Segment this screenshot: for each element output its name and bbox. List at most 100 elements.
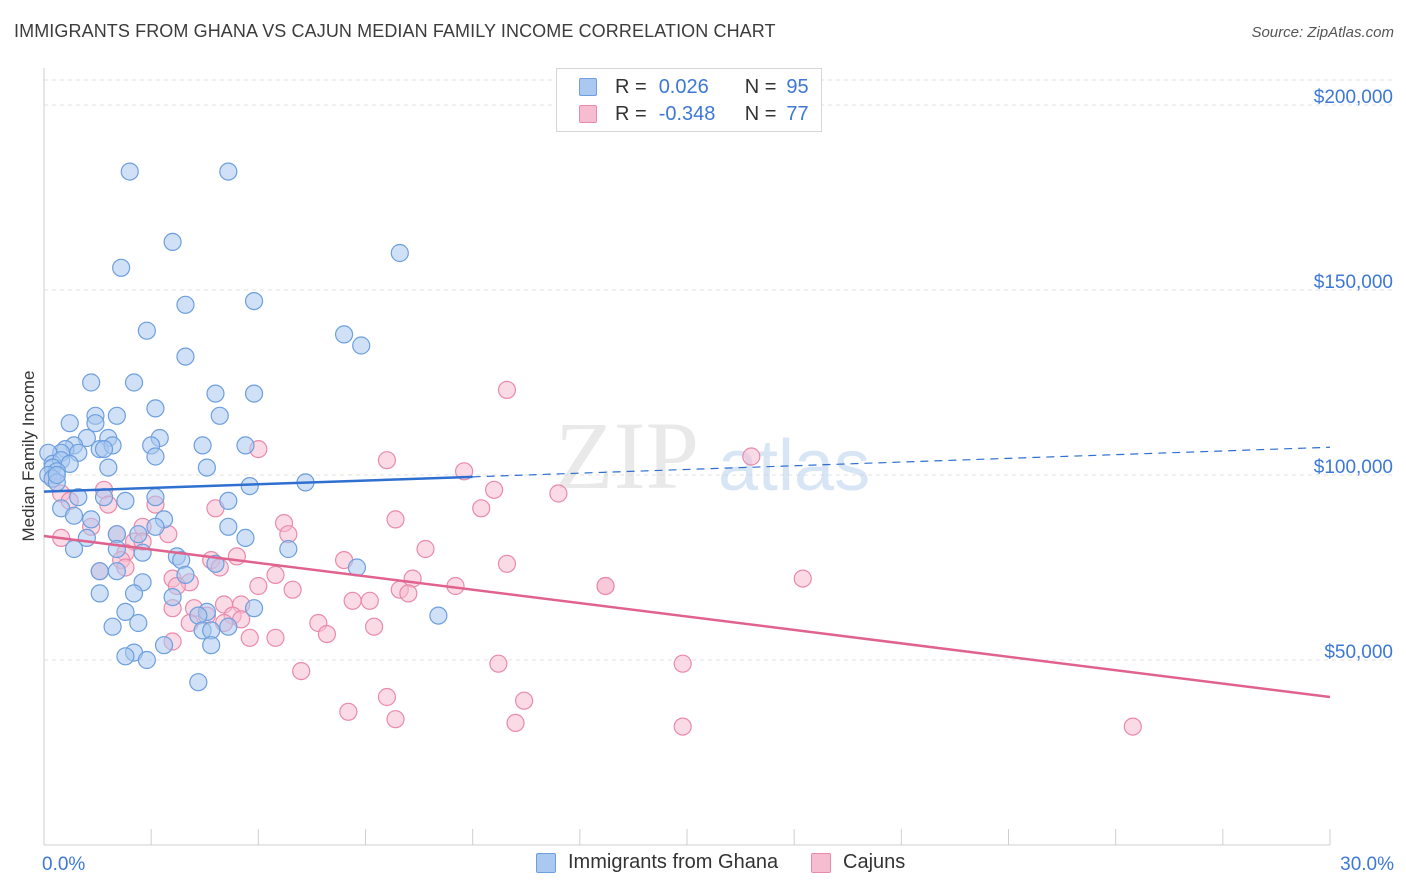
ghana-point — [193, 436, 212, 455]
chart-source: Source: ZipAtlas.com — [1251, 24, 1394, 41]
cajun-point — [485, 480, 504, 499]
legend-r-label-cajun: R = — [615, 102, 647, 125]
chart-title: IMMIGRANTS FROM GHANA VS CAJUN MEDIAN FA… — [14, 21, 776, 41]
cajun-point — [793, 569, 812, 588]
ghana-point — [94, 440, 114, 459]
cajun-point — [386, 710, 405, 729]
bottom-legend-label-cajun: Cajuns — [843, 851, 906, 873]
ghana-point — [112, 258, 131, 277]
ghana-point — [103, 617, 122, 636]
cajun-point — [343, 591, 362, 610]
ghana-point — [219, 491, 238, 510]
cajun-point — [377, 687, 397, 707]
ghana-point — [219, 162, 238, 181]
cajun-point — [399, 584, 418, 603]
ghana-point — [129, 525, 148, 544]
cajun-point — [377, 451, 397, 470]
ghana-point — [69, 488, 88, 507]
ghana-point — [146, 517, 165, 536]
ghana-point — [107, 539, 126, 559]
cajun-point — [454, 462, 474, 481]
x-tick-marks — [43, 829, 1331, 845]
cajun-point — [266, 628, 285, 647]
ghana-point — [244, 384, 264, 403]
ghana-point — [429, 606, 448, 625]
ghana-point — [334, 325, 354, 344]
ghana-point — [154, 636, 174, 655]
y-tick-label: $100,000 — [1314, 457, 1393, 478]
ghana-point — [47, 465, 66, 485]
cajun-point — [283, 580, 302, 599]
cajun-point — [292, 661, 311, 681]
cajun-point — [364, 617, 384, 636]
ghana-point — [240, 477, 259, 496]
ghana-point — [94, 488, 114, 507]
ghana-point — [206, 554, 225, 573]
ghana-point — [163, 587, 182, 607]
y-tick-label: $150,000 — [1314, 272, 1393, 293]
ghana-point — [236, 528, 255, 548]
legend-n-label-ghana: N = — [744, 75, 777, 98]
ghana-point — [64, 506, 84, 525]
ghana-point — [82, 510, 101, 529]
ghana-point — [146, 399, 165, 418]
legend-r-value-cajun: -0.348 — [658, 102, 716, 125]
bottom-legend-ghana: Immigrants from Ghana — [536, 851, 778, 874]
ghana-point — [163, 232, 182, 251]
cajun-point — [497, 380, 517, 399]
cajun-trend-line — [43, 534, 1331, 699]
ghana-point — [176, 295, 195, 314]
grid-lines — [44, 79, 1395, 661]
ghana-point — [210, 406, 229, 425]
cajun-point — [549, 484, 568, 503]
legend-n-label-cajun: N = — [744, 102, 777, 125]
ghana-point — [352, 336, 371, 355]
cajun-point — [416, 539, 435, 559]
x-tick-label-min: 0.0% — [42, 854, 85, 875]
cajun-point — [266, 565, 285, 585]
watermark-atlas: atlas — [718, 426, 870, 506]
ghana-point — [107, 562, 126, 581]
ghana-point — [64, 539, 84, 559]
cajun-point — [497, 554, 517, 573]
ghana-point — [90, 562, 109, 581]
legend-n-value-ghana: 95 — [786, 75, 809, 98]
ghana-point — [202, 636, 221, 655]
ghana-points — [39, 162, 448, 692]
legend-row-cajun: R = -0.348 N = 77 — [579, 103, 809, 125]
ghana-point — [129, 613, 148, 633]
cajun-point — [506, 713, 525, 733]
cajun-point — [317, 624, 337, 644]
x-tick-label-max: 30.0% — [1340, 854, 1394, 875]
ghana-point — [219, 517, 238, 536]
ghana-point — [86, 414, 105, 433]
ghana-point — [116, 602, 135, 622]
ghana-point — [116, 491, 135, 510]
cajun-point — [596, 576, 615, 596]
cajun-point — [673, 654, 692, 673]
ghana-point — [137, 650, 156, 670]
watermark: ZIP atlas — [555, 402, 870, 509]
bottom-legend-label-ghana: Immigrants from Ghana — [568, 851, 779, 873]
legend-swatch-ghana — [579, 78, 597, 96]
legend-n-value-cajun: 77 — [786, 102, 809, 125]
y-tick-label: $50,000 — [1324, 642, 1393, 663]
ghana-point — [146, 488, 165, 507]
ghana-point — [107, 406, 126, 425]
y-tick-label: $200,000 — [1314, 87, 1393, 108]
legend-row-ghana: R = 0.026 N = 95 — [579, 76, 809, 98]
ghana-point — [236, 436, 255, 455]
y-axis-title: Median Family Income — [19, 370, 38, 541]
ghana-point — [146, 447, 165, 466]
ghana-trend-line — [43, 475, 473, 493]
trend-lines — [43, 446, 1331, 699]
ghana-point — [219, 617, 238, 636]
ghana-point — [279, 539, 298, 559]
ghana-trend-extension — [472, 446, 1331, 478]
ghana-point — [244, 599, 264, 618]
cajun-point — [339, 702, 358, 721]
ghana-point — [90, 584, 109, 603]
bottom-legend-swatch-ghana — [536, 852, 556, 873]
ghana-point — [124, 584, 144, 603]
